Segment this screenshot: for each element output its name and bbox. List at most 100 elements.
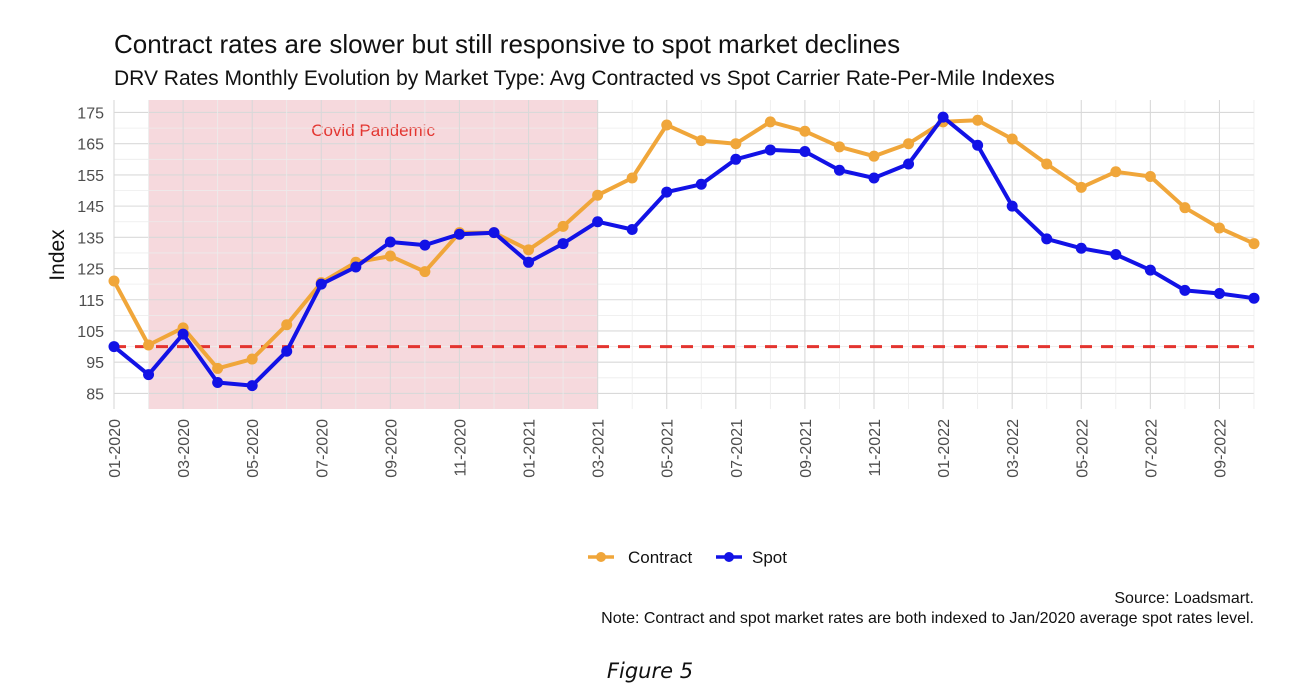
y-tick-label: 105 (77, 324, 104, 341)
point-spot (764, 144, 776, 156)
point-spot (246, 380, 258, 392)
point-spot (833, 164, 845, 176)
point-contract (592, 189, 604, 201)
point-spot (315, 278, 327, 290)
point-spot (1144, 264, 1156, 276)
x-tick-label: 09-2022 (1212, 419, 1229, 478)
x-tick-label: 09-2021 (798, 419, 815, 478)
point-contract (833, 141, 845, 153)
y-tick-label: 85 (86, 386, 104, 403)
x-tick-label: 03-2022 (1005, 419, 1022, 478)
point-contract (1248, 238, 1260, 250)
source-caption: Source: Loadsmart. (1114, 590, 1254, 607)
point-spot (212, 376, 224, 388)
point-spot (1075, 242, 1087, 254)
point-contract (281, 319, 293, 331)
point-spot (937, 111, 949, 123)
y-tick-label: 125 (77, 262, 104, 279)
y-axis: 85 95 105 115 125 135 145 155 165 175 (77, 105, 104, 403)
point-spot (972, 139, 984, 151)
x-tick-label: 07-2022 (1143, 419, 1160, 478)
legend-contract-label: Contract (628, 548, 693, 567)
x-tick-label: 07-2020 (314, 419, 331, 478)
x-tick-label: 09-2020 (383, 419, 400, 478)
point-contract (246, 353, 258, 365)
x-tick-label: 05-2022 (1074, 419, 1091, 478)
point-contract (903, 138, 915, 150)
y-axis-label: Index (46, 229, 69, 281)
y-tick-label: 165 (77, 137, 104, 154)
point-spot (1041, 233, 1053, 245)
point-spot (108, 341, 120, 353)
point-contract (661, 119, 673, 131)
point-contract (1041, 158, 1053, 170)
point-spot (661, 186, 673, 198)
point-spot (350, 261, 362, 273)
point-spot (868, 172, 880, 184)
series-line-spot (112, 115, 1256, 388)
grid-layer (113, 100, 1255, 409)
point-contract (1179, 202, 1191, 214)
point-contract (384, 250, 396, 262)
legend-spot-marker (724, 552, 734, 562)
point-contract (1110, 166, 1122, 178)
x-tick-label: 11-2021 (867, 419, 884, 477)
point-spot (419, 239, 431, 251)
y-tick-label: 155 (77, 168, 104, 185)
point-spot (695, 178, 707, 190)
point-spot (1110, 249, 1122, 260)
point-contract (972, 114, 984, 126)
x-axis: 01-2020 03-2020 05-2020 07-2020 09-2020 11-20… (107, 419, 1229, 478)
point-contract (626, 172, 638, 184)
y-tick-label: 175 (77, 105, 104, 122)
figure-caption: Figure 5 (607, 659, 693, 683)
point-spot (453, 228, 465, 240)
x-tick-label: 05-2020 (245, 419, 262, 478)
point-spot (1213, 288, 1225, 300)
point-spot (1179, 284, 1191, 296)
y-tick-label: 115 (78, 293, 104, 310)
x-tick-label: 05-2021 (660, 419, 677, 478)
point-spot (281, 345, 293, 357)
chart-subtitle: DRV Rates Monthly Evolution by Market Ty… (114, 67, 1055, 90)
point-spot (143, 369, 155, 381)
series-line-contract (112, 118, 1256, 371)
x-tick-label: 07-2021 (729, 419, 746, 478)
x-tick-label: 01-2021 (522, 419, 539, 478)
point-contract (523, 244, 535, 256)
legend-spot-label: Spot (752, 548, 787, 567)
point-contract (557, 220, 569, 232)
covid-region-label: Covid Pandemic (311, 121, 435, 140)
point-contract (1144, 170, 1156, 182)
x-tick-label: 11-2020 (452, 419, 469, 477)
point-contract (108, 275, 120, 287)
point-spot (384, 236, 396, 248)
point-spot (523, 256, 535, 268)
y-tick-label: 135 (77, 230, 104, 247)
point-contract (212, 362, 224, 374)
x-tick-label: 01-2020 (107, 419, 124, 478)
point-spot (488, 227, 500, 239)
legend: Contract Spot (588, 548, 787, 567)
point-contract (1006, 133, 1018, 145)
series-layer (108, 111, 1260, 392)
point-spot (592, 216, 604, 228)
point-spot (557, 238, 569, 250)
y-tick-label: 145 (77, 199, 104, 216)
point-contract (419, 266, 431, 278)
legend-contract-marker (596, 552, 606, 562)
point-spot (626, 224, 638, 236)
point-spot (1248, 292, 1260, 304)
x-tick-label: 01-2022 (936, 419, 953, 478)
chart-title: Contract rates are slower but still resp… (114, 29, 900, 59)
point-contract (695, 135, 707, 147)
point-contract (1213, 222, 1225, 234)
point-contract (868, 150, 880, 162)
note-caption: Note: Contract and spot market rates are… (601, 610, 1254, 627)
point-contract (730, 138, 742, 150)
point-spot (177, 328, 189, 340)
point-spot (730, 153, 742, 165)
x-tick-label: 03-2021 (591, 419, 608, 478)
y-tick-label: 95 (86, 355, 104, 372)
